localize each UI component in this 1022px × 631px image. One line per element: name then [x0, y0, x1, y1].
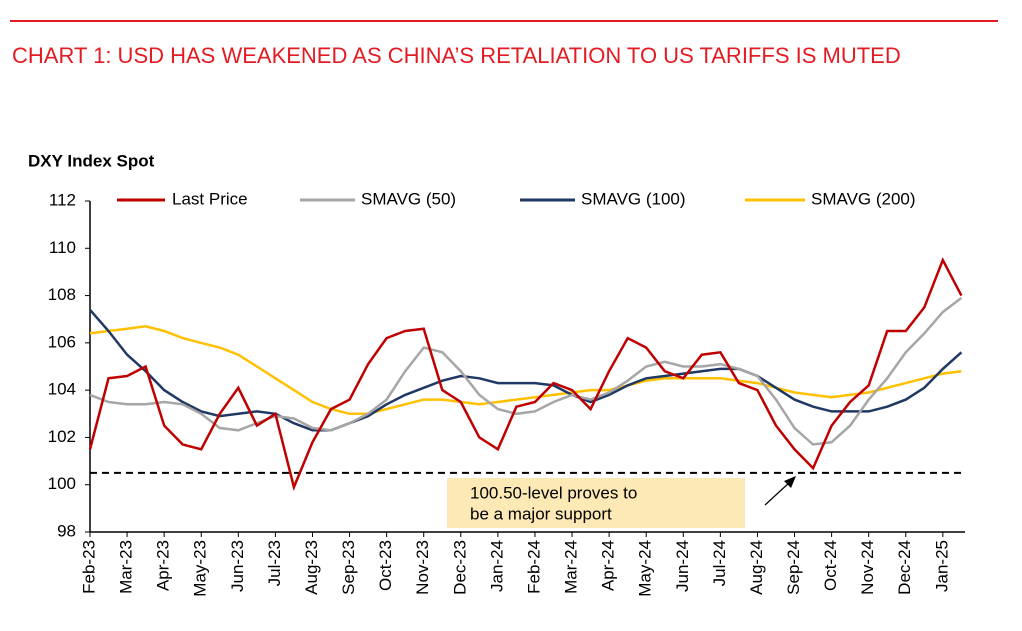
series-line: [89, 325, 962, 416]
x-tick-label: Aug-24: [747, 540, 766, 595]
y-tick-label: 106: [48, 332, 76, 351]
x-tick-label: Aug-23: [302, 540, 321, 595]
title-rule: [10, 20, 998, 22]
x-tick-label: Jul-24: [710, 540, 729, 586]
x-tick-label: Sep-23: [339, 540, 358, 595]
y-axis-title: DXY Index Spot: [28, 151, 155, 170]
x-tick-label: Sep-24: [784, 540, 803, 595]
annotation-box: [447, 478, 745, 528]
x-tick-label: Feb-24: [524, 540, 543, 594]
chart-title: CHART 1: USD HAS WEAKENED AS CHINA’S RET…: [12, 43, 901, 68]
y-tick-label: 100: [48, 474, 76, 493]
y-tick-label: 104: [48, 380, 76, 399]
x-tick-label: Jun-23: [228, 540, 247, 592]
x-tick-label: Feb-23: [79, 540, 98, 594]
x-tick-label: Mar-24: [562, 540, 581, 594]
legend-label: Last Price: [172, 189, 248, 208]
x-tick-label: Jan-25: [932, 540, 951, 592]
x-tick-label: Nov-24: [858, 540, 877, 595]
y-tick-label: 112: [49, 190, 76, 209]
x-tick-label: Apr-24: [599, 540, 618, 591]
x-tick-label: Jul-23: [265, 540, 284, 586]
x-tick-label: Jan-24: [487, 540, 506, 592]
x-tick-label: Dec-23: [450, 540, 469, 595]
annotation-text: 100.50-level proves to: [470, 483, 637, 502]
y-tick-label: 102: [48, 427, 76, 446]
x-tick-label: Mar-23: [117, 540, 136, 594]
x-tick-label: May-23: [191, 540, 210, 597]
x-tick-label: Apr-23: [154, 540, 173, 591]
x-tick-label: Jun-24: [673, 540, 692, 592]
y-tick-label: 110: [49, 238, 76, 257]
y-tick-label: 108: [48, 285, 76, 304]
x-tick-label: Nov-23: [413, 540, 432, 595]
legend-label: SMAVG (100): [581, 189, 686, 208]
series-line: [89, 308, 963, 432]
x-tick-label: Oct-24: [821, 540, 840, 591]
series-line: [88, 257, 963, 492]
annotation-arrowhead: [784, 476, 796, 488]
series-line: [89, 296, 963, 446]
x-tick-label: May-24: [636, 540, 655, 597]
annotation-arrow: [764, 481, 791, 506]
annotation-text: be a major support: [470, 504, 612, 523]
x-tick-label: Oct-23: [376, 540, 395, 591]
legend-label: SMAVG (200): [811, 189, 916, 208]
y-tick-label: 98: [57, 521, 76, 540]
x-tick-label: Dec-24: [895, 540, 914, 595]
legend-label: SMAVG (50): [361, 189, 456, 208]
